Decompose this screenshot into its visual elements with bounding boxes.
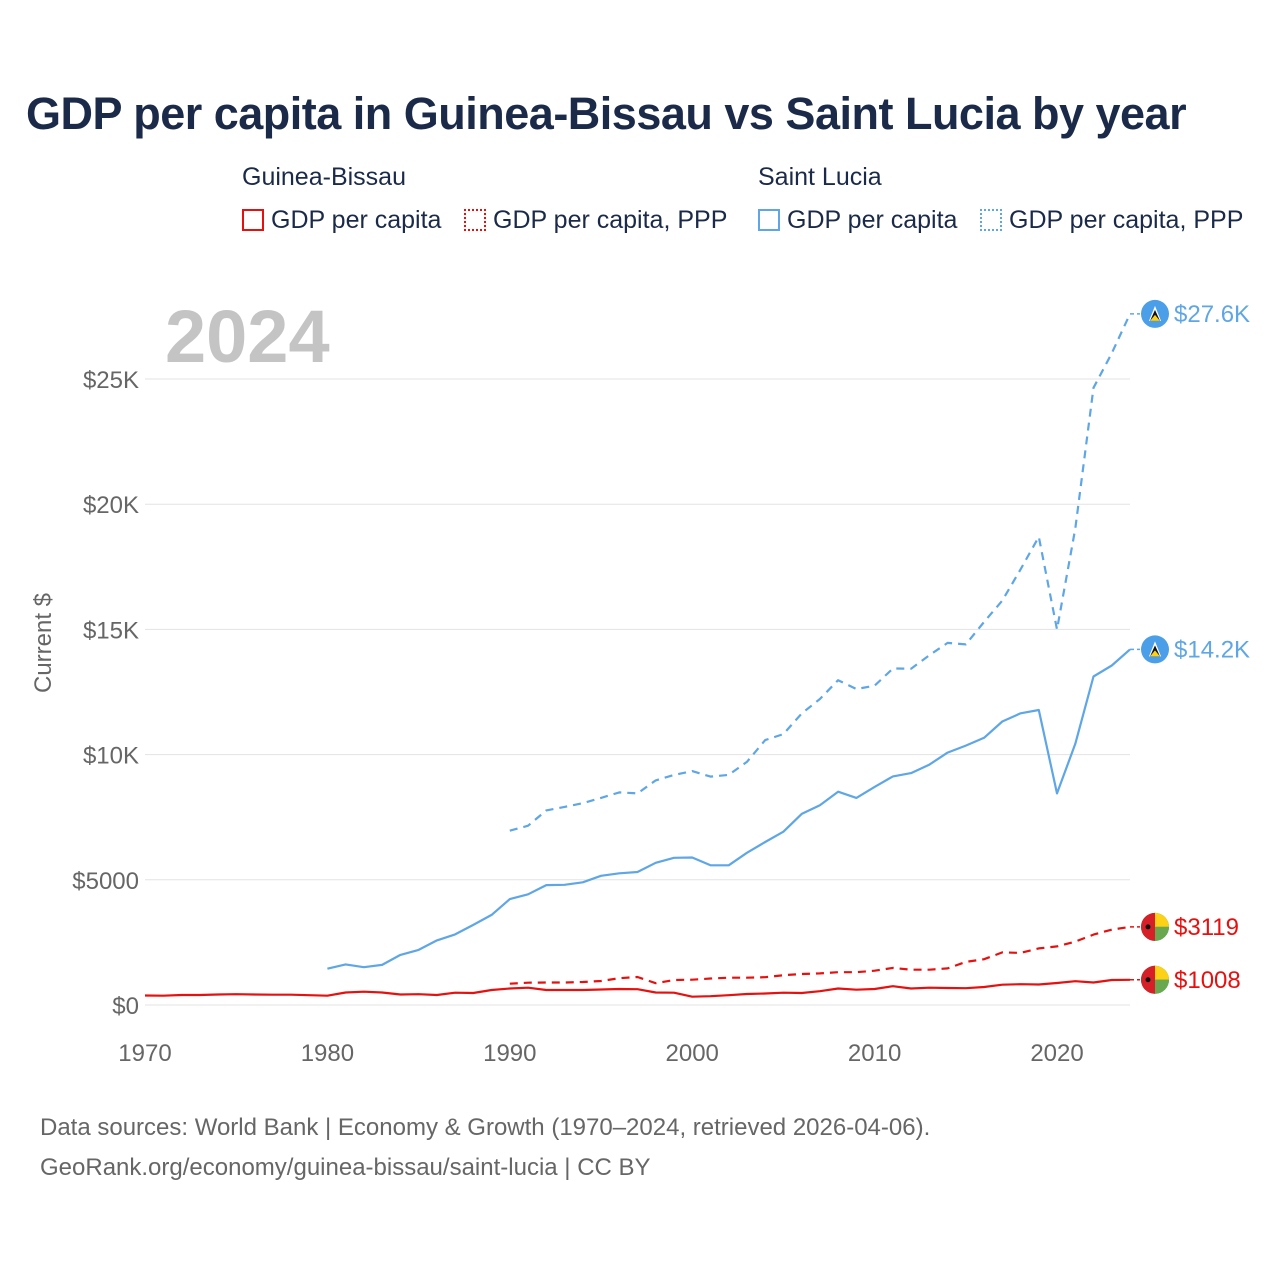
data-sources: Data sources: World Bank | Economy & Gro… [40,1108,930,1188]
sources-line-2[interactable]: GeoRank.org/economy/guinea-bissau/saint-… [40,1154,651,1181]
guinea-bissau-flag-icon [1141,912,1169,941]
legend-label: GDP per capita, PPP [1009,205,1244,234]
x-tick-label: 1970 [118,1040,171,1067]
legend-item-lc-ppp[interactable]: GDP per capita, PPP [980,205,1243,235]
series-line-2 [327,648,1131,970]
sources-line-1: Data sources: World Bank | Economy & Gro… [40,1114,931,1141]
legend-label: GDP per capita [787,205,958,234]
legend-swatch-dotted-blue [980,209,1002,231]
y-tick-label: $10K [83,743,139,770]
legend-swatch-solid-blue [758,209,780,231]
series-line-3 [509,313,1131,832]
x-tick-label: 1990 [483,1040,536,1067]
x-tick-label: 2010 [848,1040,901,1067]
series-line-1 [509,925,1131,985]
legend-group-guinea-bissau: Guinea-Bissau [242,163,406,191]
x-tick-label: 2020 [1030,1040,1083,1067]
y-tick-label: $5000 [72,868,139,895]
end-value-label: $27.6K [1174,301,1250,328]
legend-label: GDP per capita [271,205,442,234]
y-tick-label: $15K [83,617,139,644]
end-value-label: $3119 [1174,914,1239,941]
series-line-0 [144,978,1131,998]
legend-item-gb-ppp[interactable]: GDP per capita, PPP [464,205,727,235]
saint-lucia-flag-icon [1141,635,1169,664]
legend-label: GDP per capita, PPP [493,205,728,234]
end-value-label: $1008 [1174,967,1241,994]
saint-lucia-flag-icon [1141,299,1169,328]
y-tick-label: $25K [83,367,139,394]
end-value-label: $14.2K [1174,636,1250,663]
y-axis-label: Current $ [30,593,57,693]
legend-swatch-dotted-red [464,209,486,231]
x-tick-label: 2000 [666,1040,719,1067]
year-watermark: 2024 [165,295,330,378]
y-tick-label: $0 [112,993,139,1020]
legend-item-gb-gdp[interactable]: GDP per capita [242,205,441,235]
legend-swatch-solid-red [242,209,264,231]
legend-group-saint-lucia: Saint Lucia [758,163,882,191]
x-tick-label: 1980 [301,1040,354,1067]
legend-item-lc-gdp[interactable]: GDP per capita [758,205,957,235]
guinea-bissau-flag-icon [1141,965,1169,994]
y-tick-label: $20K [83,492,139,519]
chart-title: GDP per capita in Guinea-Bissau vs Saint… [26,88,1187,139]
